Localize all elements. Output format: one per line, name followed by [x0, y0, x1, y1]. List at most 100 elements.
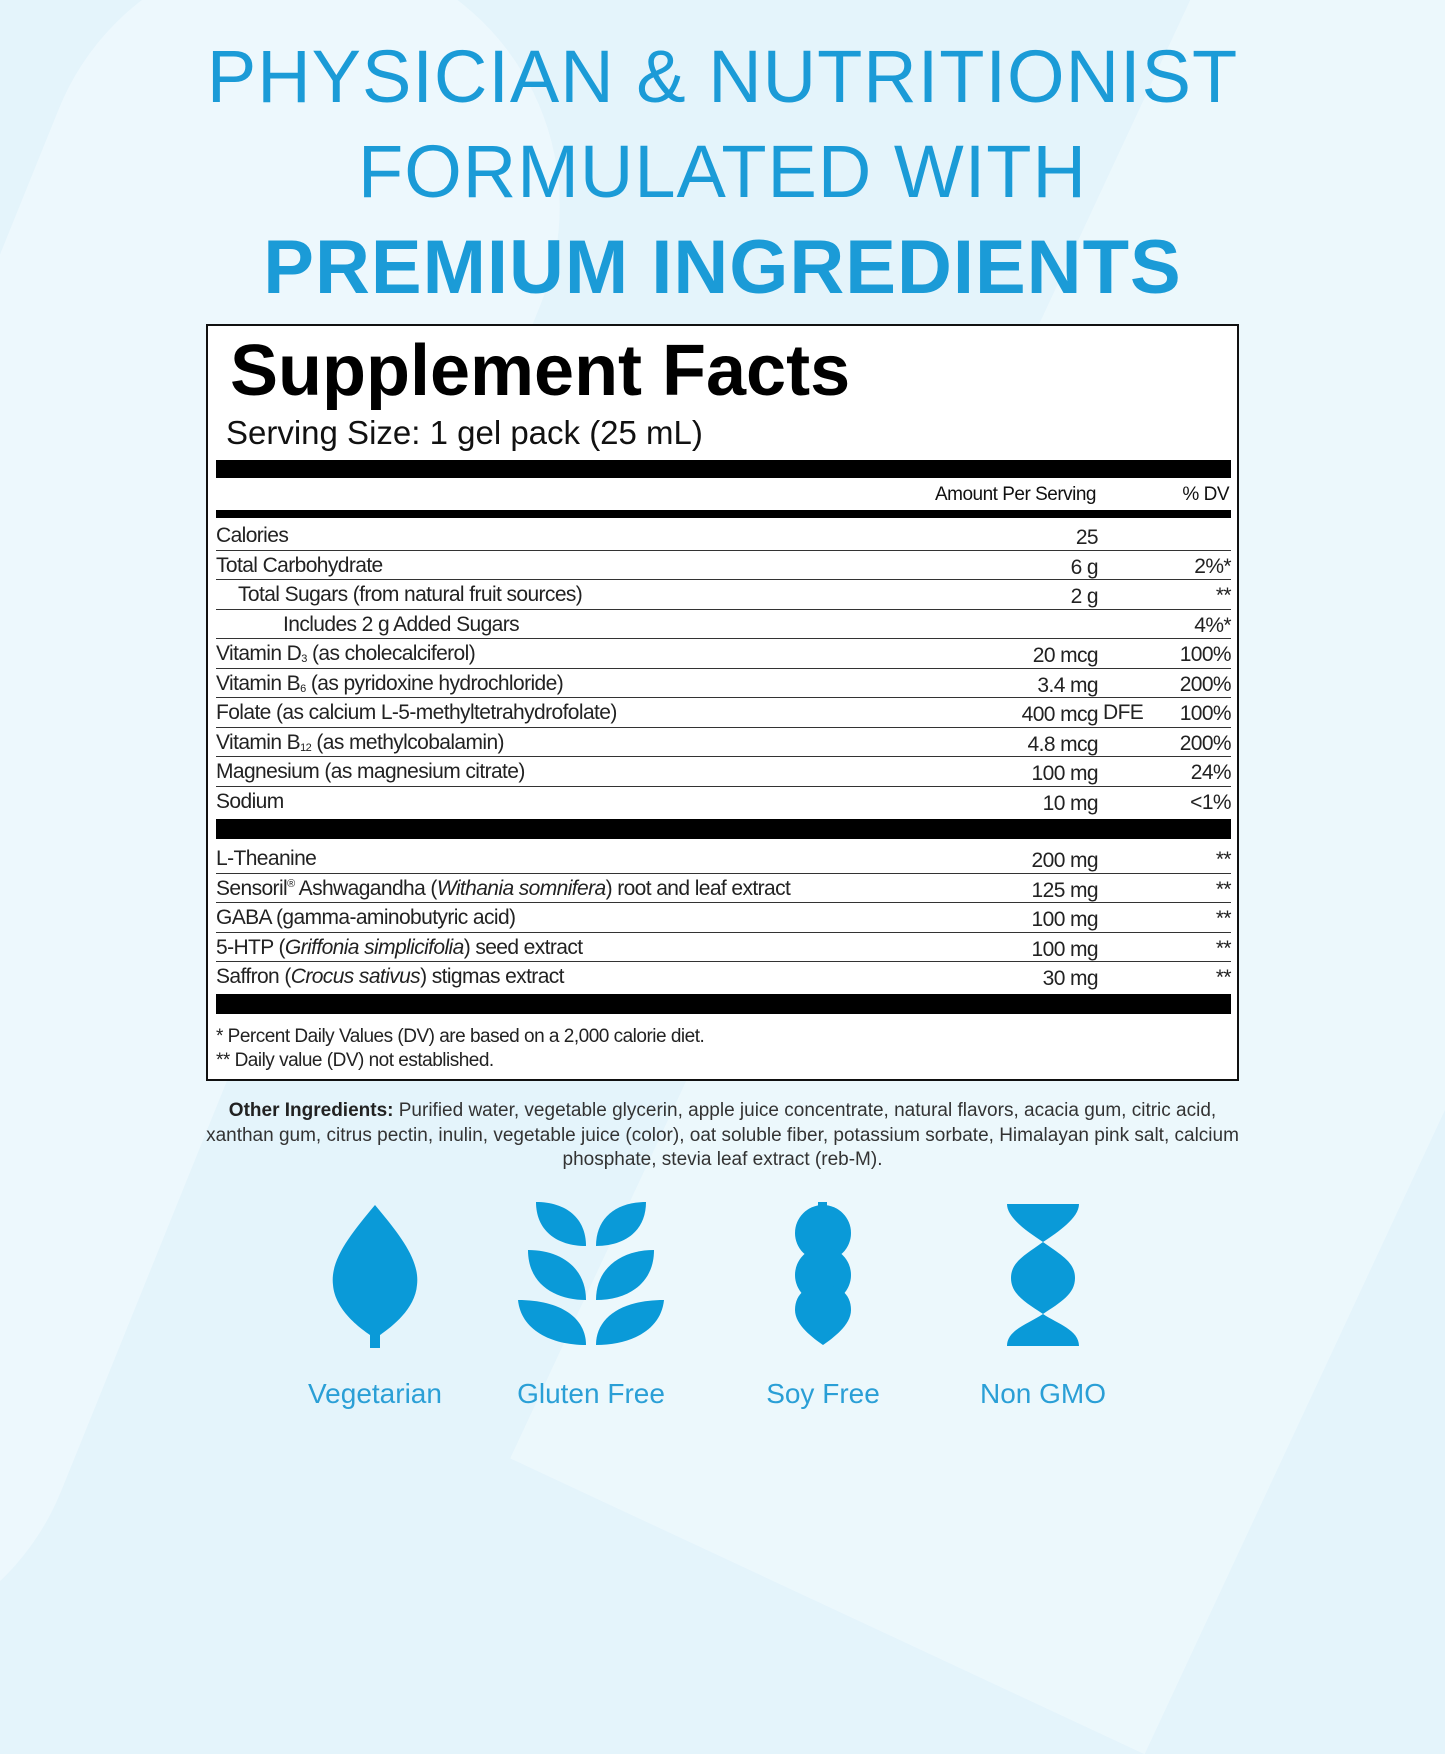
table-row: Magnesium (as magnesium citrate) 100 mg 24… — [216, 757, 1232, 787]
daily-value: ** — [1215, 966, 1232, 989]
daily-value: ** — [1215, 584, 1232, 607]
name-segment: 5-HTP ( — [216, 935, 286, 959]
badge-label: Soy Free — [766, 1378, 880, 1409]
name-segment: Total Carbohydrate — [216, 553, 383, 577]
name-segment: Vitamin B — [216, 671, 301, 695]
name-segment: ® — [287, 877, 295, 890]
badge-soy-free: Soy Free — [713, 1200, 933, 1410]
name-segment: 6 — [300, 682, 306, 695]
header-dv: % DV — [1182, 484, 1229, 505]
badge-label: Vegetarian — [308, 1378, 442, 1409]
ingredient-name: Includes 2 g Added Sugars — [283, 613, 520, 637]
amount-unit: DFE — [1103, 701, 1144, 724]
name-segment: (as pyridoxine hydrochloride) — [305, 671, 564, 695]
daily-value: 24% — [1190, 761, 1232, 784]
table-row: Vitamin B12 (as methylcobalamin) 4.8 mcg 2… — [216, 728, 1232, 757]
name-segment: ) seed extract — [463, 935, 583, 959]
ingredient-name: Folate (as calcium L-5-methyltetrahydrof… — [216, 701, 617, 725]
amount: 100 mg — [1031, 937, 1099, 961]
ingredient-name: Saffron (Crocus sativus) stigmas extract — [216, 965, 565, 989]
dna-icon — [1007, 1204, 1079, 1346]
ingredient-name: Vitamin B12 (as methylcobalamin) — [216, 730, 505, 755]
ingredient-name: Total Sugars (from natural fruit sources… — [238, 583, 583, 607]
name-segment: Calories — [216, 524, 289, 547]
name-segment: Crocus sativus — [290, 965, 421, 988]
name-segment: (as methylcobalamin) — [311, 730, 504, 754]
other-ingredients-text: Purified water, vegetable glycerin, appl… — [206, 1100, 1239, 1170]
supplement-facts-panel: Supplement Facts Serving Size: 1 gel pac… — [206, 324, 1239, 1081]
amount: 20 mcg — [1032, 644, 1099, 667]
daily-value: ** — [1215, 907, 1232, 930]
table-row: Vitamin D3 (as cholecalciferol) 20 mcg 100… — [216, 639, 1232, 669]
amount: 100 mg — [1031, 908, 1099, 931]
table-row: Sensoril® Ashwagandha (Withania somnifer… — [216, 874, 1232, 903]
badge-vegetarian: Vegetarian — [265, 1200, 485, 1410]
name-segment: Vitamin B — [216, 730, 301, 754]
panel-title: Supplement Facts — [230, 331, 851, 411]
amount: 3.4 mg — [1037, 673, 1098, 697]
ingredient-name: Sensoril® Ashwagandha (Withania somnifer… — [216, 876, 791, 901]
daily-value: <1% — [1190, 790, 1231, 814]
name-segment: 12 — [300, 741, 312, 754]
daily-value: ** — [1215, 936, 1232, 960]
table-row: Saffron (Crocus sativus) stigmas extract… — [216, 962, 1232, 992]
daily-value: 200% — [1179, 731, 1232, 755]
footnote-dv: * Percent Daily Values (DV) are based on… — [216, 1026, 705, 1047]
daily-value: 100% — [1179, 643, 1232, 666]
ingredient-name: Sodium — [216, 790, 284, 814]
headline-line-1: PHYSICIAN & NUTRITIONIST — [206, 35, 1239, 118]
name-segment: Sensoril — [216, 876, 288, 900]
amount: 10 mg — [1042, 791, 1099, 815]
table-row: Vitamin B6 (as pyridoxine hydrochloride)… — [216, 669, 1232, 698]
wheat-icon — [518, 1202, 664, 1345]
amount: 125 mg — [1031, 878, 1099, 902]
name-segment: 3 — [301, 653, 307, 665]
badge-label: Gluten Free — [517, 1378, 665, 1409]
ingredient-name: Magnesium (as magnesium citrate) — [216, 760, 525, 784]
daily-value: 2%* — [1194, 554, 1231, 578]
daily-value: ** — [1215, 877, 1232, 901]
amount: 400 mcg — [1021, 703, 1099, 726]
name-segment: Ashwagandha ( — [294, 876, 438, 900]
header-amount: Amount Per Serving — [934, 484, 1097, 505]
headline-line-3: PREMIUM INGREDIENTS — [263, 225, 1182, 310]
table-row: Total Carbohydrate 6 g 2%* — [216, 551, 1232, 580]
divider-bar — [216, 460, 1231, 478]
table-row: Total Sugars (from natural fruit sources… — [216, 580, 1232, 610]
ingredient-name: Vitamin B6 (as pyridoxine hydrochloride) — [216, 671, 564, 696]
name-segment: Withania somnifera — [436, 876, 606, 900]
table-row: 5-HTP (Griffonia simplicifolia) seed ext… — [216, 933, 1232, 962]
name-segment: Griffonia simplicifolia — [284, 935, 464, 959]
name-segment: Total Sugars (from natural fruit sources… — [238, 583, 583, 606]
table-row: Includes 2 g Added Sugars 4%* — [216, 610, 1232, 639]
divider-bar — [216, 819, 1231, 839]
daily-value: 100% — [1179, 702, 1232, 725]
daily-value: 200% — [1179, 672, 1232, 696]
amount: 4.8 mcg — [1027, 732, 1099, 756]
divider-bar — [216, 510, 1231, 518]
name-segment: Vitamin D — [216, 642, 302, 665]
amount: 30 mg — [1042, 967, 1099, 990]
headline-line-2: FORMULATED WITH — [358, 130, 1087, 213]
other-ingredients-label: Other Ingredients: — [228, 1100, 394, 1121]
ingredient-name: GABA (gamma-aminobutyric acid) — [216, 906, 516, 930]
name-segment: ) root and leaf extract — [605, 876, 791, 900]
name-segment: Magnesium (as magnesium citrate) — [216, 760, 525, 783]
daily-value: 4%* — [1194, 613, 1231, 637]
badge-non-gmo: Non GMO — [933, 1200, 1153, 1410]
ingredient-name: 5-HTP (Griffonia simplicifolia) seed ext… — [216, 936, 583, 960]
name-segment: Saffron ( — [216, 965, 291, 988]
name-segment: ) stigmas extract — [420, 965, 564, 988]
serving-size: Serving Size: 1 gel pack (25 mL) — [226, 414, 703, 451]
name-segment: Sodium — [216, 789, 284, 813]
ingredient-name: Total Carbohydrate — [216, 554, 383, 578]
divider-bar — [216, 994, 1231, 1014]
name-segment: GABA (gamma-aminobutyric acid) — [216, 906, 516, 929]
table-row: GABA (gamma-aminobutyric acid) 100 mg ** — [216, 903, 1232, 933]
badge-label: Non GMO — [979, 1378, 1107, 1409]
nutrient-rows: Calories 25 Total Carbohydrate 6 g 2%* Total … — [216, 521, 1232, 817]
table-row: Sodium 10 mg <1% — [216, 787, 1232, 817]
ingredient-name: Vitamin D3 (as cholecalciferol) — [216, 642, 476, 666]
badge-gluten-free: Gluten Free — [481, 1200, 701, 1410]
name-segment: L-Theanine — [216, 847, 317, 870]
